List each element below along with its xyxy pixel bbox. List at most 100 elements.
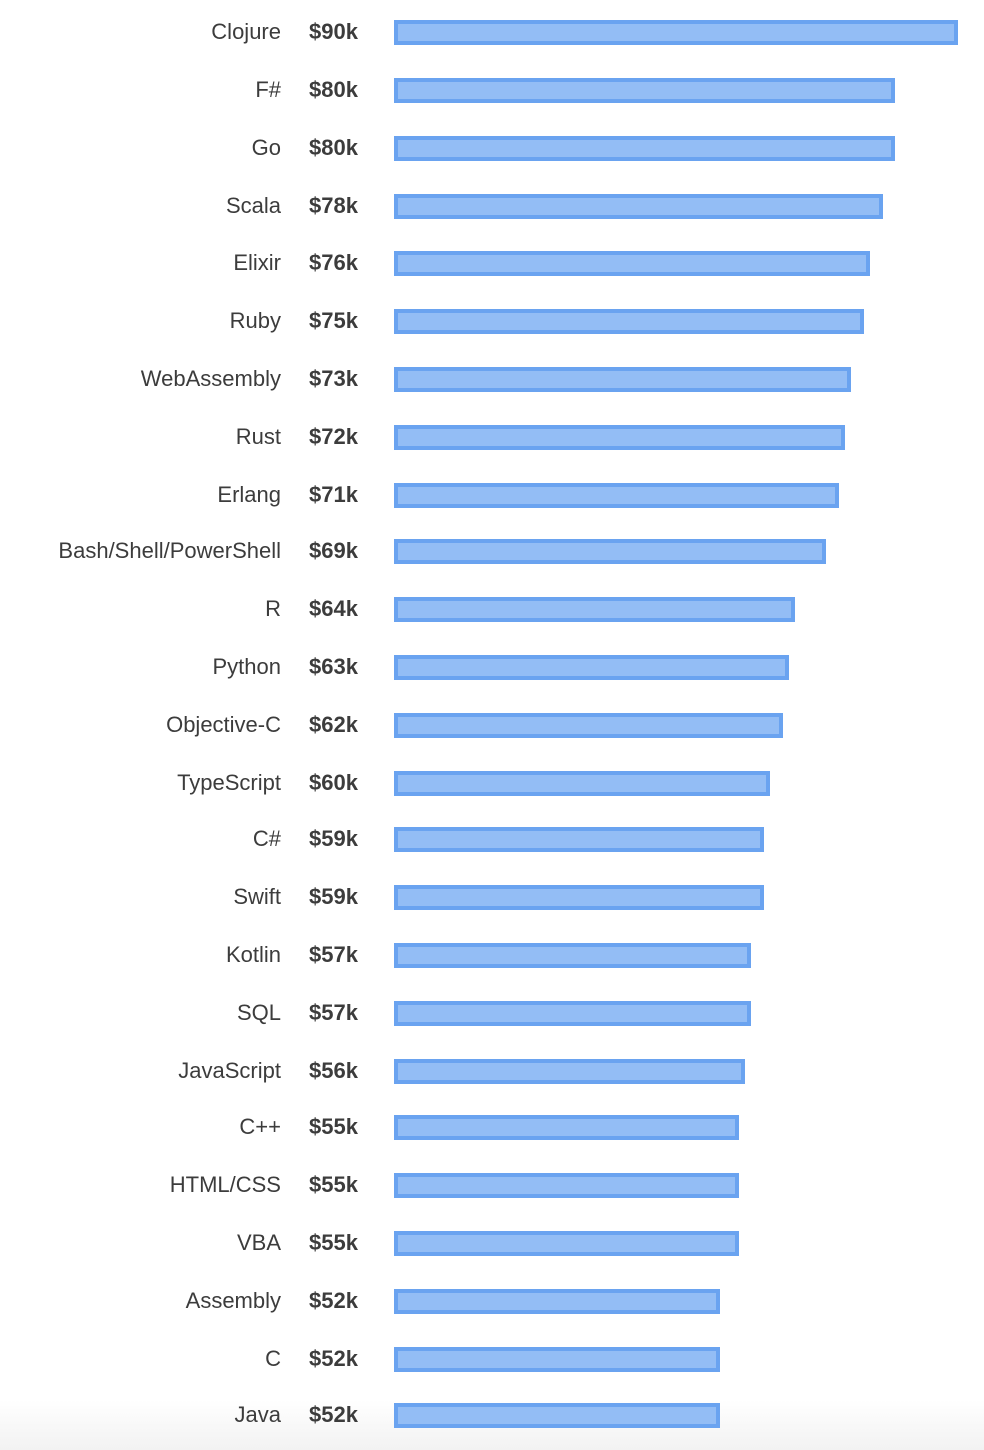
language-label: C bbox=[265, 1346, 281, 1371]
language-label: VBA bbox=[236, 1230, 281, 1255]
salary-bar bbox=[394, 1115, 739, 1140]
chart-row: Assembly $52k bbox=[0, 1288, 984, 1314]
language-label: JavaScript bbox=[178, 1058, 281, 1083]
salary-bar bbox=[394, 1289, 720, 1314]
language-label: Python bbox=[212, 654, 282, 679]
chart-row: Scala $78k bbox=[0, 193, 984, 219]
salary-value: $69k bbox=[309, 538, 358, 563]
chart-row: Bash/Shell/PowerShell $69k bbox=[0, 538, 984, 564]
salary-bar bbox=[394, 539, 826, 564]
chart-row: VBA $55k bbox=[0, 1230, 984, 1256]
language-label: F# bbox=[255, 77, 281, 102]
salary-bar bbox=[394, 1001, 751, 1026]
chart-row: Objective-C $62k bbox=[0, 712, 984, 738]
salary-value: $62k bbox=[309, 712, 358, 737]
language-label: Java bbox=[234, 1402, 281, 1427]
salary-value: $80k bbox=[309, 77, 358, 102]
salary-bar bbox=[394, 309, 864, 334]
salary-value: $72k bbox=[309, 424, 358, 449]
salary-bar bbox=[394, 597, 795, 622]
salary-value: $90k bbox=[309, 19, 358, 44]
language-label: Erlang bbox=[217, 482, 281, 507]
language-label: Assembly bbox=[185, 1288, 281, 1313]
chart-row: SQL $57k bbox=[0, 1000, 984, 1026]
language-label: C++ bbox=[239, 1114, 281, 1139]
chart-row: Erlang $71k bbox=[0, 482, 984, 508]
language-label: HTML/CSS bbox=[169, 1172, 281, 1197]
chart-row: Java $52k bbox=[0, 1402, 984, 1428]
chart-row: Kotlin $57k bbox=[0, 942, 984, 968]
salary-value: $59k bbox=[309, 826, 358, 851]
language-label: Elixir bbox=[233, 250, 281, 275]
salary-value: $56k bbox=[309, 1058, 358, 1083]
chart-row: F# $80k bbox=[0, 77, 984, 103]
salary-value: $52k bbox=[309, 1346, 358, 1371]
chart-row: C $52k bbox=[0, 1346, 984, 1372]
salary-bar bbox=[394, 483, 839, 508]
salary-bar bbox=[394, 771, 770, 796]
salary-bar bbox=[394, 78, 895, 103]
salary-value: $55k bbox=[309, 1230, 358, 1255]
salary-value: $78k bbox=[309, 193, 358, 218]
salary-value: $64k bbox=[309, 596, 358, 621]
salary-bar bbox=[394, 194, 883, 219]
language-label: SQL bbox=[236, 1000, 281, 1025]
chart-row: C++ $55k bbox=[0, 1114, 984, 1140]
salary-value: $57k bbox=[309, 1000, 358, 1025]
salary-bar bbox=[394, 1173, 739, 1198]
salary-value: $60k bbox=[309, 770, 358, 795]
chart-row: Go $80k bbox=[0, 135, 984, 161]
chart-row: Rust $72k bbox=[0, 424, 984, 450]
language-label: TypeScript bbox=[177, 770, 281, 795]
language-label: R bbox=[265, 596, 281, 621]
language-label: Swift bbox=[233, 884, 281, 909]
salary-bar bbox=[394, 885, 764, 910]
salary-value: $55k bbox=[309, 1114, 358, 1139]
salary-value: $63k bbox=[309, 654, 358, 679]
salary-bar bbox=[394, 655, 789, 680]
chart-row: Elixir $76k bbox=[0, 250, 984, 276]
chart-row: Clojure $90k bbox=[0, 19, 984, 45]
salary-value: $71k bbox=[309, 482, 358, 507]
chart-row: JavaScript $56k bbox=[0, 1058, 984, 1084]
salary-value: $55k bbox=[309, 1172, 358, 1197]
language-label: Go bbox=[251, 135, 281, 160]
salary-bar bbox=[394, 943, 751, 968]
salary-bar bbox=[394, 1403, 720, 1428]
salary-bar bbox=[394, 425, 845, 450]
salary-bar bbox=[394, 251, 870, 276]
salary-value: $76k bbox=[309, 250, 358, 275]
salary-value: $57k bbox=[309, 942, 358, 967]
salary-bar bbox=[394, 827, 764, 852]
salary-bar bbox=[394, 1231, 739, 1256]
language-label: Ruby bbox=[229, 308, 281, 333]
language-label: Clojure bbox=[211, 19, 281, 44]
salary-bar bbox=[394, 136, 895, 161]
chart-row: Python $63k bbox=[0, 654, 984, 680]
salary-value: $52k bbox=[309, 1402, 358, 1427]
language-label: Scala bbox=[225, 193, 281, 218]
chart-row: TypeScript $60k bbox=[0, 770, 984, 796]
language-label: WebAssembly bbox=[140, 366, 281, 391]
chart-row: Ruby $75k bbox=[0, 308, 984, 334]
salary-value: $75k bbox=[309, 308, 358, 333]
chart-row: HTML/CSS $55k bbox=[0, 1172, 984, 1198]
salary-value: $59k bbox=[309, 884, 358, 909]
chart-row: WebAssembly $73k bbox=[0, 366, 984, 392]
chart-row: Swift $59k bbox=[0, 884, 984, 910]
salary-bar bbox=[394, 1059, 745, 1084]
language-label: Rust bbox=[235, 424, 281, 449]
salary-bar bbox=[394, 713, 783, 738]
chart-row: R $64k bbox=[0, 596, 984, 622]
salary-bar bbox=[394, 1347, 720, 1372]
chart-row: C# $59k bbox=[0, 826, 984, 852]
salary-bar bbox=[394, 20, 958, 45]
salary-value: $73k bbox=[309, 366, 358, 391]
language-label: Bash/Shell/PowerShell bbox=[58, 538, 281, 563]
salary-value: $80k bbox=[309, 135, 358, 160]
salary-bar bbox=[394, 367, 851, 392]
language-label: Kotlin bbox=[225, 942, 281, 967]
salary-value: $52k bbox=[309, 1288, 358, 1313]
language-label: C# bbox=[252, 826, 281, 851]
